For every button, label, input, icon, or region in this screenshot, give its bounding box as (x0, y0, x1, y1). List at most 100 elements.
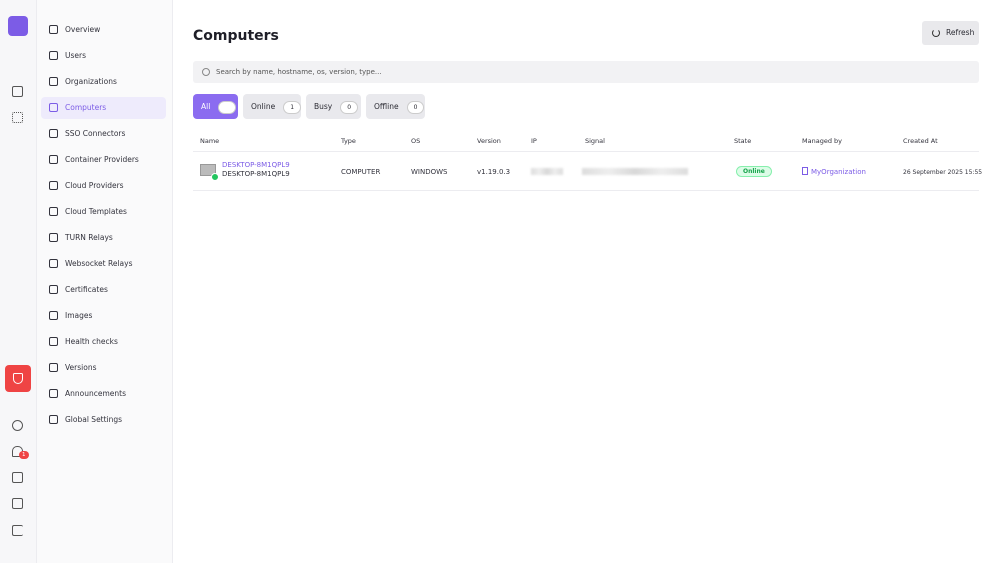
button-label: Refresh (946, 28, 975, 37)
filter-tab[interactable]: All 1 (193, 94, 238, 119)
rail-icon[interactable] (12, 112, 23, 123)
search-placeholder: Search by name, hostname, os, version, t… (216, 68, 382, 76)
nav-label: Certificates (65, 285, 108, 294)
nav-icon (49, 285, 58, 294)
state-badge: Online (736, 166, 772, 177)
type-cell: COMPUTER (341, 168, 381, 176)
nav-label: Health checks (65, 337, 118, 346)
nav-icon (49, 51, 58, 60)
nav-label: Overview (65, 25, 101, 34)
nav-item[interactable]: Organizations (41, 71, 166, 93)
nav-item[interactable]: TURN Relays (41, 227, 166, 249)
nav-icon (49, 103, 58, 112)
created-at: 26 September 2025 15:55 (903, 169, 983, 176)
column-header: Name (200, 137, 220, 145)
filter-tab[interactable]: Online 1 (243, 94, 302, 119)
nav-icon (49, 25, 58, 34)
nav-icon (49, 181, 58, 190)
column-header: Created At (903, 137, 938, 145)
rail-icon[interactable] (12, 420, 23, 431)
os-cell: WINDOWS (411, 168, 448, 176)
nav-item[interactable]: SSO Connectors (41, 123, 166, 145)
nav-label: Cloud Providers (65, 181, 124, 190)
signal-redacted (582, 168, 688, 175)
nav-icon (49, 389, 58, 398)
managed-by[interactable]: MyOrganization (811, 168, 866, 176)
nav-item[interactable]: Websocket Relays (41, 253, 166, 275)
column-header: Signal (585, 137, 605, 145)
column-header: Type (341, 137, 356, 145)
nav-icon (49, 363, 58, 372)
nav-label: Announcements (65, 389, 126, 398)
org-icon (802, 167, 808, 175)
nav-icon (49, 129, 58, 138)
nav-icon (49, 233, 58, 242)
page-title: Computers (193, 28, 279, 44)
nav-label: Organizations (65, 77, 117, 86)
filter-tab[interactable]: Offline 0 (366, 94, 425, 119)
filter-label: All (201, 102, 211, 111)
nav-item[interactable]: Global Settings (41, 409, 166, 431)
divider (193, 190, 979, 191)
online-dot (211, 173, 219, 181)
nav-icon (49, 155, 58, 164)
nav-icon (49, 259, 58, 268)
filter-count: 0 (340, 101, 359, 114)
nav-label: TURN Relays (65, 233, 113, 242)
nav-label: Cloud Templates (65, 207, 127, 216)
hostname: DESKTOP-8M1QPL9 (222, 170, 290, 178)
nav-label: Users (65, 51, 87, 60)
sidebar (37, 0, 173, 563)
filter-label: Online (251, 102, 276, 111)
notification-badge: 1 (19, 451, 29, 459)
rail-icon[interactable] (12, 86, 23, 97)
nav-item[interactable]: Versions (41, 357, 166, 379)
nav-item[interactable]: Health checks (41, 331, 166, 353)
nav-label: Websocket Relays (65, 259, 133, 268)
security-button[interactable] (5, 365, 31, 392)
nav-item[interactable]: Images (41, 305, 166, 327)
nav-icon (49, 77, 58, 86)
filter-count: 1 (218, 101, 237, 114)
nav-item[interactable]: Container Providers (41, 149, 166, 171)
nav-item[interactable]: Cloud Providers (41, 175, 166, 197)
filter-label: Busy (314, 102, 333, 111)
refresh-button[interactable]: Refresh (922, 21, 979, 45)
nav-item[interactable]: Users (41, 45, 166, 67)
divider (193, 151, 979, 152)
nav-label: Computers (65, 103, 107, 112)
nav-icon (49, 207, 58, 216)
nav-label: Images (65, 311, 93, 320)
filter-label: Offline (374, 102, 399, 111)
logo[interactable] (8, 16, 28, 36)
column-header: State (734, 137, 752, 145)
nav-icon (49, 415, 58, 424)
nav-item[interactable]: Computers (41, 97, 166, 119)
version-cell: v1.19.0.3 (477, 168, 511, 176)
column-header: Version (477, 137, 501, 145)
filter-count: 0 (406, 101, 425, 114)
nav-icon (49, 337, 58, 346)
column-header: IP (531, 137, 537, 145)
icon-rail: 1 (0, 0, 37, 563)
filter-count: 1 (283, 101, 302, 114)
rail-icon[interactable] (12, 498, 23, 509)
ip-redacted (531, 168, 563, 175)
filter-tab[interactable]: Busy 0 (306, 94, 361, 119)
nav-icon (49, 311, 58, 320)
search-input[interactable]: Search by name, hostname, os, version, t… (193, 61, 979, 83)
column-header: Managed by (802, 137, 842, 145)
nav-item[interactable]: Certificates (41, 279, 166, 301)
nav-item[interactable]: Cloud Templates (41, 201, 166, 223)
nav-label: SSO Connectors (65, 129, 126, 138)
nav-label: Versions (65, 363, 97, 372)
computer-name[interactable]: DESKTOP-8M1QPL9 (222, 161, 290, 169)
nav-label: Global Settings (65, 415, 123, 424)
column-header: OS (411, 137, 421, 145)
logout-icon[interactable] (12, 525, 23, 536)
rail-icon[interactable] (12, 472, 23, 483)
nav-label: Container Providers (65, 155, 139, 164)
nav-item[interactable]: Announcements (41, 383, 166, 405)
nav-item[interactable]: Overview (41, 19, 166, 41)
